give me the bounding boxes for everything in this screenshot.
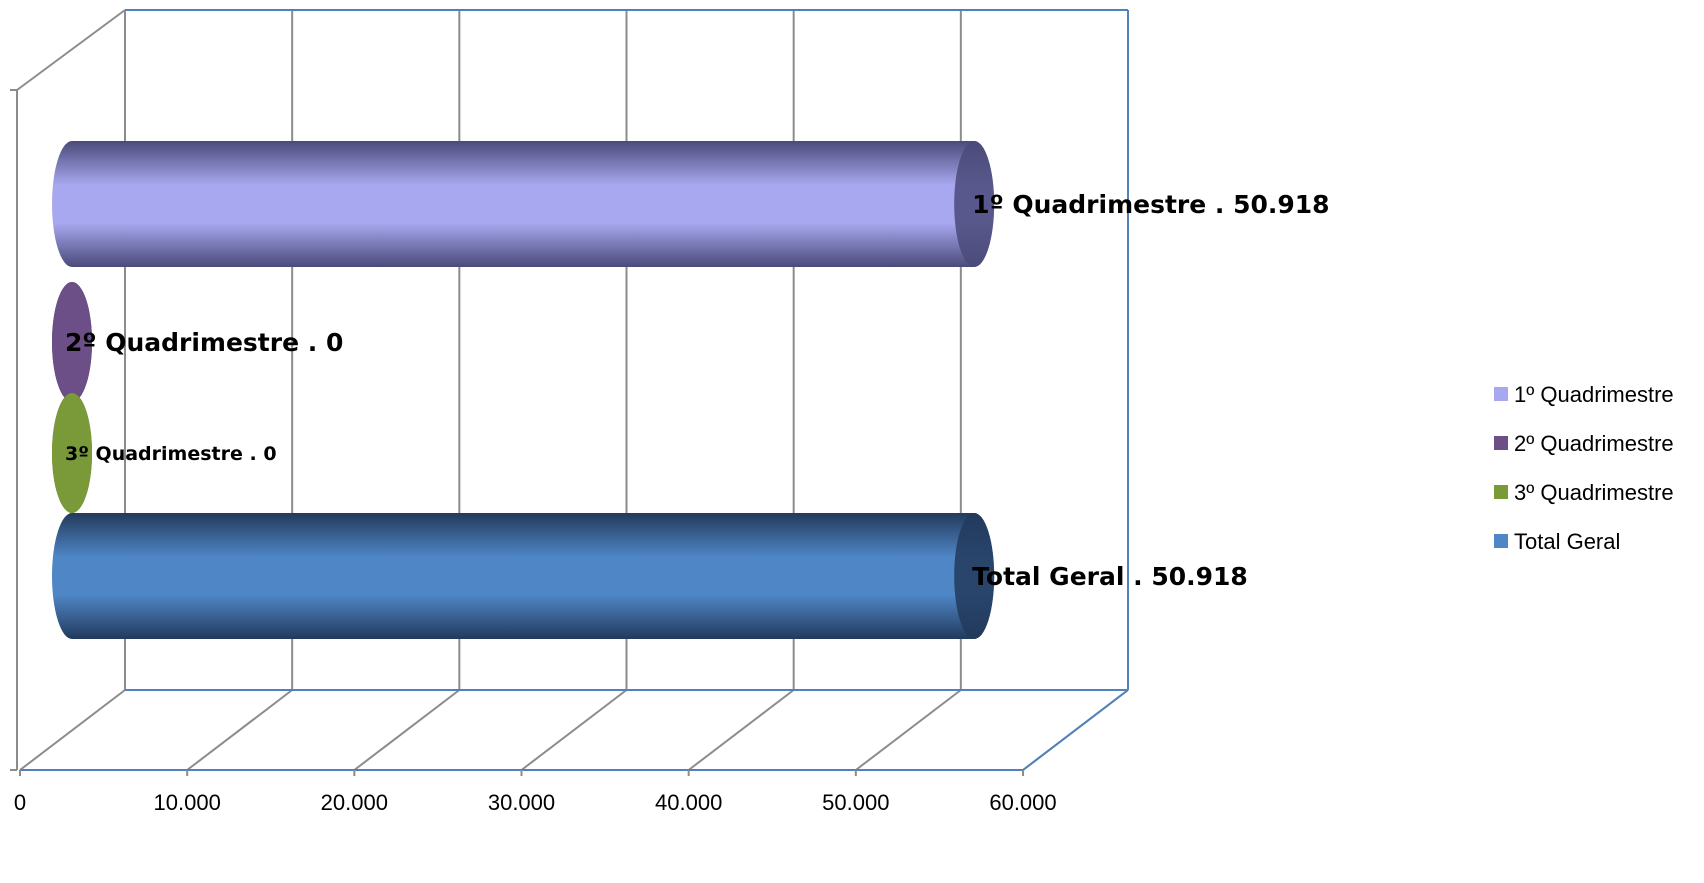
legend-swatch <box>1494 436 1508 450</box>
data-label: Total Geral . 50.918 <box>972 562 1248 591</box>
data-label: 1º Quadrimestre . 50.918 <box>972 190 1329 219</box>
legend-label: Total Geral <box>1514 529 1620 554</box>
x-tick-label: 60.000 <box>989 790 1056 815</box>
x-tick-label: 20.000 <box>321 790 388 815</box>
side-wall-top-edge <box>16 9 126 91</box>
legend: 1º Quadrimestre 2º Quadrimestre 3º Quadrim… <box>1494 382 1674 554</box>
x-axis: 0 10.000 20.000 30.000 40.000 50.000 60.000 <box>14 770 1057 815</box>
bar-end-cap <box>954 141 995 267</box>
gridline-floor <box>855 689 962 771</box>
legend-label: 1º Quadrimestre <box>1514 382 1674 407</box>
bar-body <box>52 513 995 639</box>
gridline-floor <box>353 689 460 771</box>
legend-swatch <box>1494 387 1508 401</box>
bar-end-cap <box>954 513 995 639</box>
x-tick-label: 50.000 <box>822 790 889 815</box>
bar-end-cap <box>52 393 92 513</box>
data-labels: 1º Quadrimestre . 50.918 2º Quadrimestre … <box>65 190 1330 591</box>
legend-swatch <box>1494 485 1508 499</box>
legend-label: 3º Quadrimestre <box>1514 480 1674 505</box>
gridline-floor <box>186 689 293 771</box>
gridline-floor <box>688 689 795 771</box>
x-tick-label: 10.000 <box>154 790 221 815</box>
gridline-floor <box>19 689 126 771</box>
data-label: 3º Quadrimestre . 0 <box>65 443 277 465</box>
legend-swatch <box>1494 534 1508 548</box>
plot-area <box>52 141 995 639</box>
floor-right-edge <box>1022 689 1129 771</box>
bar-end-cap <box>52 282 92 402</box>
x-tick-label: 30.000 <box>488 790 555 815</box>
x-tick-label: 0 <box>14 790 26 815</box>
chart-frame <box>10 9 1129 771</box>
bar-body <box>52 141 995 267</box>
data-label: 2º Quadrimestre . 0 <box>65 328 343 357</box>
gridline-floor <box>520 689 628 771</box>
legend-label: 2º Quadrimestre <box>1514 431 1674 456</box>
x-tick-label: 40.000 <box>655 790 722 815</box>
